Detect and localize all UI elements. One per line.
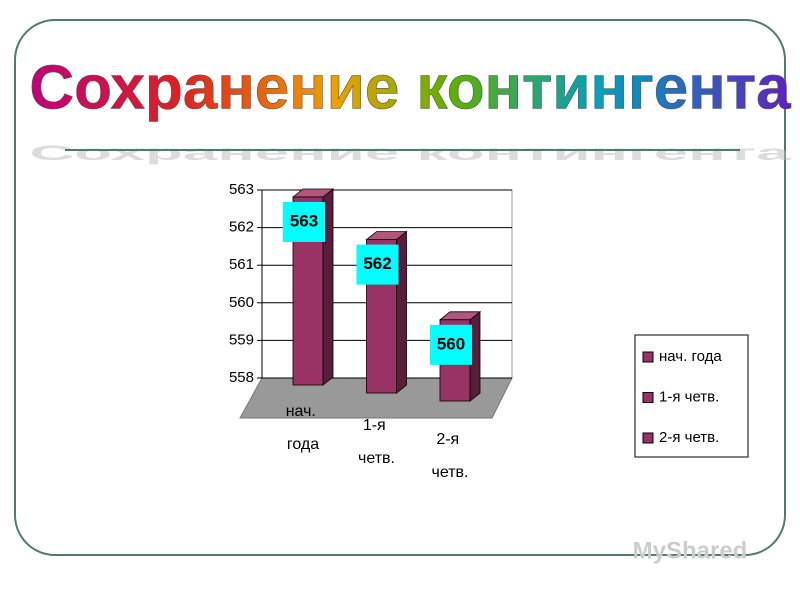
x-tick-label: 2-я четв. [432,431,469,481]
legend-box [634,334,749,458]
y-tick-label: 563 [229,181,254,198]
watermark: MyShared [633,537,748,564]
data-label-box [283,202,325,242]
legend-swatch [642,392,654,403]
legend-swatch [642,351,654,363]
x-tick-label: нач. года [286,403,321,453]
data-label: 560 [437,334,465,353]
slide-title: Сохранение контингента [29,53,791,122]
chart: 558 559 560 561 562 563 563 нач. года 562 1-я чет… [229,181,749,481]
data-label-box [356,244,399,285]
data-label-box [430,324,472,365]
legend-label: 2-я четв. [659,429,719,446]
y-tick-label: 561 [229,256,254,273]
legend-swatch [642,432,654,444]
title-shadow: Сохранение контингента [29,140,792,164]
data-label: 563 [290,211,318,230]
legend-label: 1-я четв. [659,388,719,405]
data-label: 562 [363,254,391,273]
y-tick-label: 562 [229,219,254,236]
x-tick-label: 1-я четв. [358,417,395,467]
y-tick-label: 559 [229,331,254,348]
y-tick-label: 558 [229,369,254,386]
legend-label: нач. года [659,348,722,365]
y-tick-label: 560 [229,294,254,311]
